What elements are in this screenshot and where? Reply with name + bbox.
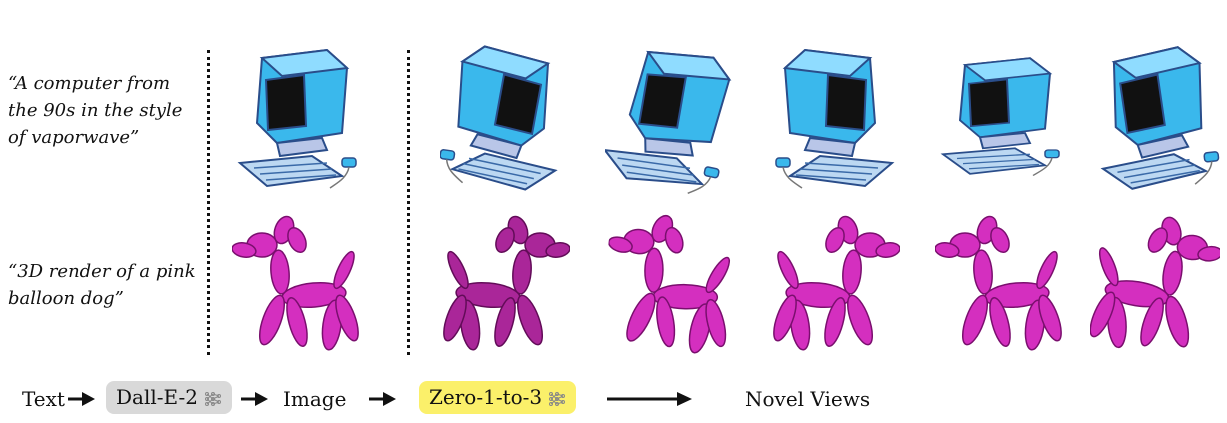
novel-view-balloon-4	[935, 200, 1065, 360]
zero123-label: Zero-1-to-3	[429, 385, 543, 409]
separator-right	[407, 50, 410, 355]
long-arrow-icon	[607, 392, 692, 406]
input-computer-image	[232, 38, 362, 198]
novel-view-balloon-1	[440, 200, 570, 360]
novel-view-computer-4	[935, 38, 1065, 198]
pipeline-image-label: Image	[283, 387, 347, 411]
balloon-dog-image	[232, 200, 362, 360]
prompt-balloon-dog: “3D render of a pink balloon dog”	[8, 261, 196, 309]
novel-view-balloon-5	[1090, 200, 1220, 360]
arrow-icon	[241, 392, 268, 406]
dalle-model-chip: Dall-E-2	[106, 381, 232, 414]
pipeline-output-label: Novel Views	[745, 387, 871, 411]
prompt-computer: “A computer from the 90s in the style of…	[8, 73, 183, 148]
separator-left	[207, 50, 210, 355]
dalle-label: Dall-E-2	[116, 385, 198, 409]
input-balloon-image	[232, 200, 362, 360]
network-icon	[549, 391, 566, 406]
zero123-model-chip: Zero-1-to-3	[419, 381, 577, 414]
novel-view-computer-5	[1090, 38, 1220, 198]
arrow-icon	[68, 392, 95, 406]
network-icon	[204, 391, 221, 406]
novel-view-computer-2	[605, 38, 735, 198]
novel-view-balloon-2	[605, 200, 735, 360]
pipeline-text-label: Text	[22, 387, 65, 411]
arrow-icon	[369, 392, 396, 406]
novel-view-computer-1	[440, 38, 570, 198]
novel-view-balloon-3	[770, 200, 900, 360]
computer-image	[232, 38, 362, 198]
novel-view-computer-3	[770, 38, 900, 198]
